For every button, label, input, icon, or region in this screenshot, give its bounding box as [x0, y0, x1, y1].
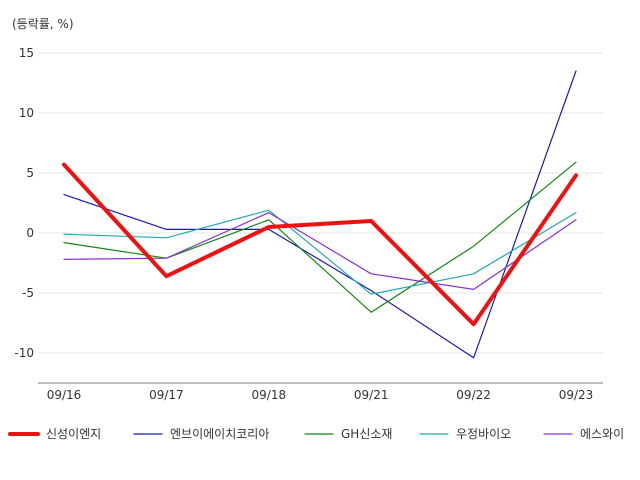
y-tick-label: 10 [19, 106, 34, 120]
legend-label: 신성이엔지 [46, 427, 101, 441]
legend-label: 엔브이에이치코리아 [170, 427, 269, 441]
y-tick-label: -5 [22, 286, 34, 300]
x-tick-label: 09/23 [559, 388, 594, 402]
series-line-0 [62, 162, 578, 327]
x-axis: 09/16 09/17 09/18 09/21 09/22 09/23 [38, 382, 603, 402]
y-tick-label: 15 [19, 46, 34, 60]
y-tick-label: -10 [14, 346, 34, 360]
x-tick-label: 09/21 [354, 388, 389, 402]
y-axis-unit-label: (등락률, %) [12, 17, 74, 31]
x-tick-label: 09/18 [252, 388, 287, 402]
x-tick-label: 09/17 [149, 388, 184, 402]
series-line-3 [63, 209, 577, 295]
legend: 신성이엔지 엔브이에이치코리아 GH신소재 우정바이오 에스와이 [8, 427, 624, 441]
series-lines [62, 70, 578, 359]
y-axis-ticks: 15 10 5 0 -5 -10 [14, 46, 34, 360]
y-tick-label: 0 [26, 226, 34, 240]
y-tick-label: 5 [26, 166, 34, 180]
x-tick-label: 09/22 [456, 388, 491, 402]
series-line-1 [63, 70, 577, 359]
legend-label: 에스와이 [580, 427, 624, 441]
x-tick-label: 09/16 [47, 388, 82, 402]
legend-label: 우정바이오 [456, 427, 511, 441]
grid-lines [38, 52, 603, 354]
legend-label: GH신소재 [341, 427, 392, 441]
